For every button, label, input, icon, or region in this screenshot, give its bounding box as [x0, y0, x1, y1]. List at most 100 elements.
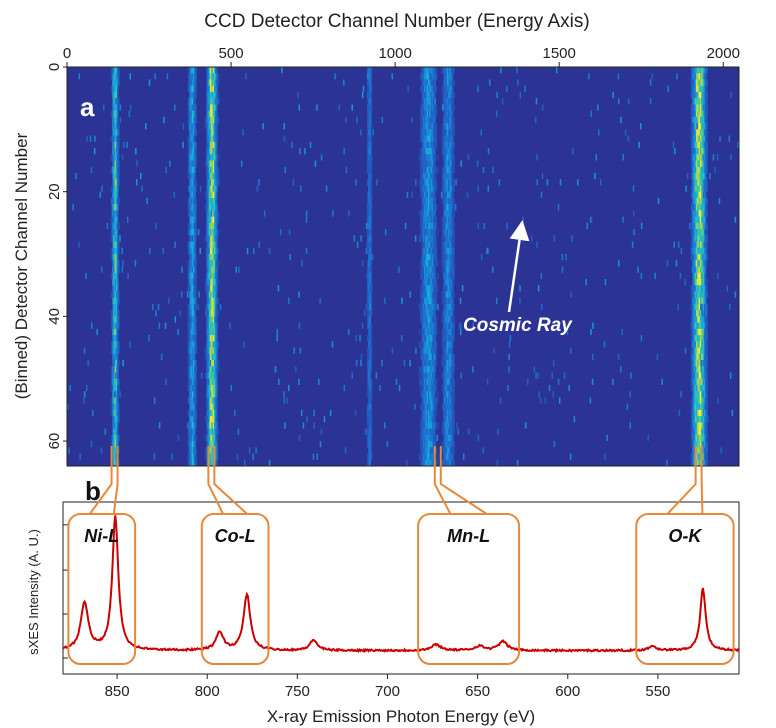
heatmap-cell: [425, 360, 427, 367]
heatmap-cell: [193, 422, 195, 429]
heatmap-cell: [215, 73, 217, 80]
heatmap-cell: [368, 254, 370, 261]
heatmap-cell: [193, 366, 195, 373]
heatmap-cell: [693, 266, 695, 274]
heatmap-speckle: [398, 384, 401, 392]
heatmap-cell: [208, 459, 211, 466]
heatmap-cell: [208, 241, 211, 249]
heatmap-cell: [435, 384, 438, 392]
heatmap-cell: [694, 266, 697, 274]
heatmap-cell: [366, 247, 369, 255]
heatmap-speckle: [585, 278, 587, 286]
heatmap-cell: [214, 235, 216, 242]
heatmap-cell: [698, 447, 701, 454]
heatmap-cell: [190, 222, 192, 230]
heatmap-cell: [118, 73, 120, 80]
heatmap-cell: [216, 303, 219, 311]
heatmap-cell: [443, 79, 445, 87]
heatmap-cell: [431, 316, 434, 323]
heatmap-cell: [216, 172, 219, 180]
heatmap-speckle: [552, 391, 554, 398]
heatmap-cell: [430, 135, 432, 143]
heatmap-cell: [366, 416, 369, 423]
heatmap-cell: [692, 222, 694, 230]
heatmap-cell: [211, 353, 213, 361]
heatmap-cell: [449, 179, 451, 186]
heatmap-cell: [118, 384, 120, 392]
heatmap-cell: [215, 179, 217, 186]
heatmap-cell: [435, 328, 438, 336]
heatmap-cell: [193, 79, 195, 87]
heatmap-cell: [111, 160, 114, 168]
heatmap-cell: [701, 172, 703, 180]
heatmap-cell: [421, 291, 423, 298]
heatmap-cell: [701, 67, 703, 74]
heatmap-cell: [215, 116, 217, 124]
heatmap-speckle: [506, 85, 508, 92]
heatmap-cell: [195, 297, 198, 305]
heatmap-cell: [187, 378, 190, 386]
heatmap-speckle: [192, 235, 194, 242]
heatmap-cell: [705, 422, 707, 429]
heatmap-cell: [216, 141, 219, 149]
heatmap-cell: [211, 416, 213, 423]
spectrum-x-tick-label: 800: [195, 683, 220, 700]
heatmap-cell: [420, 453, 422, 461]
heatmap-cell: [434, 229, 436, 236]
heatmap-cell: [118, 179, 120, 186]
heatmap-cell: [694, 278, 697, 286]
heatmap-cell: [190, 447, 192, 454]
heatmap-cell: [441, 254, 444, 261]
heatmap-speckle: [299, 347, 302, 354]
heatmap-cell: [424, 266, 426, 274]
heatmap-cell: [207, 303, 209, 311]
heatmap-cell: [426, 347, 429, 355]
heatmap-cell: [422, 403, 425, 411]
heatmap-cell: [429, 260, 431, 267]
heatmap-speckle: [433, 353, 436, 361]
heatmap-cell: [446, 179, 449, 186]
heatmap-cell: [696, 360, 698, 367]
heatmap-cell: [370, 266, 373, 274]
heatmap-cell: [368, 222, 370, 230]
heatmap-cell: [448, 328, 450, 336]
heatmap-speckle: [180, 291, 183, 298]
heatmap-cell: [433, 366, 435, 373]
heatmap-cell: [453, 247, 455, 255]
heatmap-cell: [210, 272, 212, 280]
heatmap-cell: [697, 303, 699, 311]
heatmap-cell: [111, 210, 114, 217]
heatmap-cell: [427, 434, 430, 442]
heatmap-cell: [366, 266, 369, 274]
heatmap-cell: [699, 185, 702, 192]
heatmap-cell: [422, 247, 425, 255]
heatmap-cell: [420, 310, 422, 317]
heatmap-cell: [113, 428, 115, 436]
heatmap-cell: [424, 409, 426, 417]
heatmap-speckle: [149, 247, 151, 255]
heatmap-cell: [693, 85, 695, 93]
heatmap-title: CCD Detector Channel Number (Energy Axis…: [204, 11, 589, 32]
heatmap-cell: [703, 422, 706, 429]
heatmap-cell: [113, 160, 115, 168]
heatmap-cell: [694, 172, 697, 180]
heatmap-cell: [430, 322, 432, 330]
heatmap-cell: [193, 347, 195, 355]
heatmap-cell: [189, 285, 191, 292]
heatmap-cell: [701, 322, 703, 330]
heatmap-cell: [422, 310, 425, 317]
heatmap-cell: [702, 403, 704, 411]
heatmap-cell: [206, 328, 208, 336]
heatmap-cell: [111, 310, 114, 317]
heatmap-cell: [370, 310, 373, 317]
heatmap-cell: [193, 459, 195, 466]
heatmap-cell: [698, 378, 701, 386]
heatmap-cell: [702, 172, 704, 180]
heatmap-cell: [431, 335, 434, 342]
heatmap-cell: [193, 297, 195, 305]
heatmap-cell: [693, 191, 695, 199]
heatmap-cell: [444, 428, 446, 436]
heatmap-cell: [206, 116, 208, 124]
heatmap-cell: [190, 278, 192, 286]
heatmap-cell: [448, 260, 450, 267]
